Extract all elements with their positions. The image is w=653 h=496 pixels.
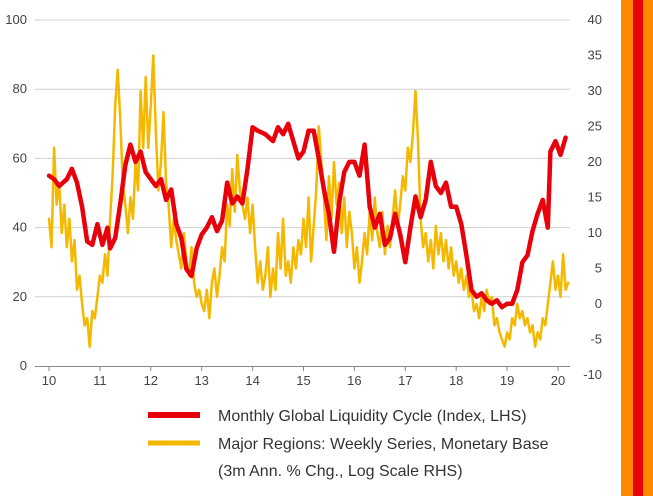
left-tick-label: 60 bbox=[13, 150, 27, 165]
legend-label-monetary-base-note: (3m Ann. % Chg., Log Scale RHS) bbox=[218, 463, 463, 480]
sidebar-stripes bbox=[621, 0, 653, 496]
legend-label-liquidity: Monthly Global Liquidity Cycle (Index, L… bbox=[218, 408, 527, 425]
x-tick-label: 11 bbox=[93, 373, 107, 388]
right-tick-label: 0 bbox=[595, 296, 602, 311]
right-tick-label: 30 bbox=[588, 83, 602, 98]
right-tick-label: 5 bbox=[595, 261, 602, 276]
left-axis-ticks: 0 20 40 60 80 100 bbox=[5, 12, 27, 373]
stripe-right-orange bbox=[643, 0, 653, 496]
right-tick-label: 15 bbox=[588, 190, 602, 205]
x-tick-label: 15 bbox=[296, 373, 310, 388]
left-tick-label: 100 bbox=[5, 12, 27, 27]
right-tick-label: 25 bbox=[588, 119, 602, 134]
right-tick-label: -5 bbox=[590, 332, 602, 347]
gridlines bbox=[35, 19, 570, 298]
x-tick-label: 14 bbox=[245, 373, 259, 388]
x-tick-label: 20 bbox=[551, 373, 565, 388]
legend: Monthly Global Liquidity Cycle (Index, L… bbox=[148, 408, 549, 480]
right-tick-label: 40 bbox=[588, 12, 602, 27]
left-tick-label: 40 bbox=[13, 220, 27, 235]
x-tick-label: 10 bbox=[42, 373, 56, 388]
left-tick-label: 80 bbox=[13, 81, 27, 96]
x-tick-label: 18 bbox=[449, 373, 463, 388]
left-tick-label: 20 bbox=[13, 289, 27, 304]
series-group bbox=[46, 54, 570, 348]
x-tick-label: 12 bbox=[144, 373, 158, 388]
x-tick-label: 17 bbox=[398, 373, 412, 388]
stripe-left-orange bbox=[621, 0, 633, 496]
left-tick-label: 0 bbox=[20, 358, 27, 373]
series-line-liquidity bbox=[46, 121, 568, 310]
x-axis-ticks: 10 11 12 13 14 15 16 17 18 19 20 bbox=[42, 366, 565, 388]
x-tick-label: 19 bbox=[500, 373, 514, 388]
right-axis-ticks: -10 -5 0 5 10 15 20 25 30 35 40 bbox=[583, 12, 602, 382]
right-tick-label: 35 bbox=[588, 48, 602, 63]
right-tick-label: 10 bbox=[588, 225, 602, 240]
right-tick-label: -10 bbox=[583, 367, 602, 382]
x-tick-label: 13 bbox=[194, 373, 208, 388]
right-tick-label: 20 bbox=[588, 154, 602, 169]
x-tick-label: 16 bbox=[347, 373, 361, 388]
stripe-red bbox=[633, 0, 643, 496]
legend-label-monetary-base: Major Regions: Weekly Series, Monetary B… bbox=[218, 436, 549, 453]
